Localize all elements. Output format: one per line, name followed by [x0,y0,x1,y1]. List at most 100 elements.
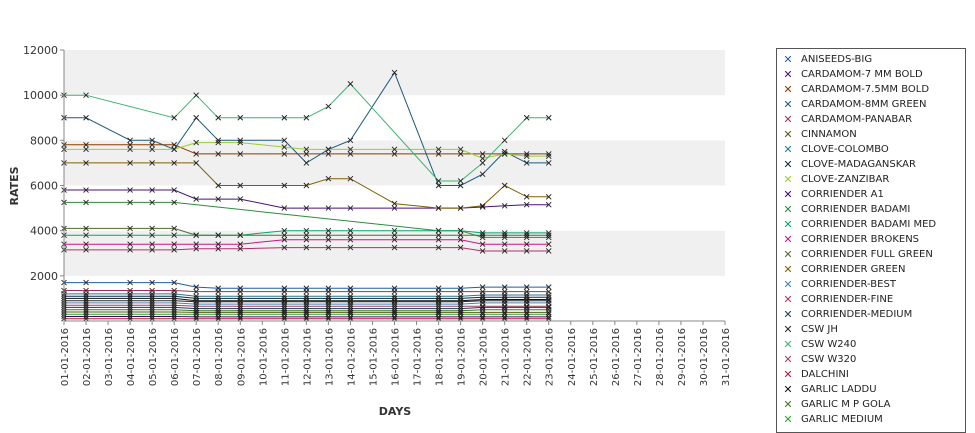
x-tick-label: 08-01-2016 [214,328,225,386]
x-tick-label: 03-01-2016 [104,328,115,386]
legend-item: ✕ CARDAMOM-8MM GREEN [781,97,926,112]
legend-marker-icon: ✕ [781,384,795,395]
legend-item: ✕ CORRIENDER-MEDIUM [781,307,912,322]
legend-item: ✕CORRIENDER-BEST [781,277,896,292]
x-tick-label: 20-01-2016 [479,328,490,386]
legend-label: CORRIENDER BROKENS [801,234,919,245]
legend-marker-icon: ✕ [781,84,795,95]
x-tick-label: 01-01-2016 [60,328,71,386]
legend-label: CLOVE-COLOMBO [801,144,889,155]
x-tick-label: 29-01-2016 [677,328,688,386]
legend-label: GARLIC M P GOLA [801,399,891,410]
x-tick-label: 10-01-2016 [258,328,269,386]
legend-item: ✕ CORRIENDER A1 [781,187,884,202]
legend-marker-icon: ✕ [781,324,795,335]
x-tick-label: 24-01-2016 [567,328,578,386]
legend-item: ✕DALCHINI [781,367,849,382]
x-tick-label: 15-01-2016 [368,328,379,386]
legend-item: ✕ ANISEEDS-BIG [781,52,872,67]
legend-label: CARDAMOM-PANABAR [801,114,912,125]
x-tick-label: 13-01-2016 [324,328,335,386]
x-axis-ticks: 01-01-2016 02-01-2016 03-01-2016 04-01-2016… [60,321,732,386]
grid-band [64,95,725,140]
x-tick-label: 26-01-2016 [611,328,622,386]
x-tick-label: 14-01-2016 [346,328,357,386]
legend-marker-icon: ✕ [781,309,795,320]
x-tick-label: 31-01-2016 [721,328,732,386]
legend-item: ✕ CARDAMOM-7.5MM BOLD [781,82,929,97]
legend-marker-icon: ✕ [781,369,795,380]
legend-item: ✕ CSW W240 [781,337,856,352]
legend-item: ✕ CLOVE-MADAGANSKAR [781,157,916,172]
x-tick-label: 23-01-2016 [545,328,556,386]
legend-marker-icon: ✕ [781,414,795,425]
y-axis-title: RATES [8,166,21,205]
legend-label: GARLIC MEDIUM [801,414,883,425]
legend-marker-icon: ✕ [781,54,795,65]
legend-marker-icon: ✕ [781,99,795,110]
legend-label: CORRIENDER BADAMI MED [801,219,936,230]
legend-item: ✕GARLIC M P GOLA [781,397,891,412]
legend-item: ✕CORRIENDER-FINE [781,292,893,307]
legend-marker-icon: ✕ [781,189,795,200]
y-tick-label: 8000 [30,134,58,147]
x-tick-label: 22-01-2016 [523,328,534,386]
x-tick-label: 17-01-2016 [413,328,424,386]
legend-marker-icon: ✕ [781,249,795,260]
x-tick-label: 07-01-2016 [192,328,203,386]
chart-legend: ✕ANISEEDS-BIG✕CARDAMOM-7 MM BOLD✕CARDAMO… [776,48,966,433]
legend-marker-icon: ✕ [781,204,795,215]
legend-item: ✕ GARLIC LADDU [781,382,877,397]
legend-marker-icon: ✕ [781,234,795,245]
legend-label: CSW JH [801,324,838,335]
legend-marker-icon: ✕ [781,159,795,170]
legend-label: CARDAMOM-7.5MM BOLD [801,84,929,95]
x-tick-label: 21-01-2016 [501,328,512,386]
x-axis-title: DAYS [379,405,412,418]
legend-item: ✕ CSW JH [781,322,838,337]
legend-item: ✕ CORRIENDER BADAMI [781,202,910,217]
legend-item: ✕CORRIENDER BADAMI MED [781,217,936,232]
x-tick-label: 28-01-2016 [655,328,666,386]
x-tick-label: 30-01-2016 [699,328,710,386]
x-tick-label: 02-01-2016 [82,328,93,386]
x-tick-label: 09-01-2016 [236,328,247,386]
legend-label: CLOVE-ZANZIBAR [801,174,889,185]
legend-marker-icon: ✕ [781,339,795,350]
legend-label: GARLIC LADDU [801,384,877,395]
legend-marker-icon: ✕ [781,144,795,155]
plot-background-bands [64,50,725,321]
legend-label: CORRIENDER GREEN [801,264,905,275]
x-tick-label: 06-01-2016 [170,328,181,386]
x-tick-label: 25-01-2016 [589,328,600,386]
legend-label: CORRIENDER A1 [801,189,884,200]
legend-label: CLOVE-MADAGANSKAR [801,159,916,170]
legend-item: ✕CLOVE-ZANZIBAR [781,172,889,187]
x-tick-label: 05-01-2016 [148,328,159,386]
legend-label: CORRIENDER-MEDIUM [801,309,912,320]
legend-marker-icon: ✕ [781,354,795,365]
legend-item: ✕CARDAMOM-PANABAR [781,112,912,127]
legend-item: ✕CINNAMON [781,127,857,142]
y-tick-label: 12000 [23,44,58,57]
legend-item: ✕ GARLIC MEDIUM [781,412,883,427]
legend-label: CORRIENDER-BEST [801,279,896,290]
y-tick-label: 4000 [30,225,58,238]
legend-label: CSW W240 [801,339,856,350]
legend-label: CSW W320 [801,354,856,365]
y-tick-label: 2000 [30,270,58,283]
legend-item: ✕ CSW W320 [781,352,856,367]
grid-band [64,231,725,276]
legend-label: CORRIENDER BADAMI [801,204,910,215]
legend-marker-icon: ✕ [781,129,795,140]
x-tick-label: 11-01-2016 [280,328,291,386]
legend-label: ANISEEDS-BIG [801,54,872,65]
legend-item: ✕CARDAMOM-7 MM BOLD [781,67,923,82]
x-tick-label: 19-01-2016 [457,328,468,386]
legend-item: ✕CORRIENDER FULL GREEN [781,247,933,262]
legend-item: ✕ CORRIENDER GREEN [781,262,905,277]
x-tick-label: 04-01-2016 [126,328,137,386]
legend-marker-icon: ✕ [781,264,795,275]
legend-label: CARDAMOM-8MM GREEN [801,99,926,110]
